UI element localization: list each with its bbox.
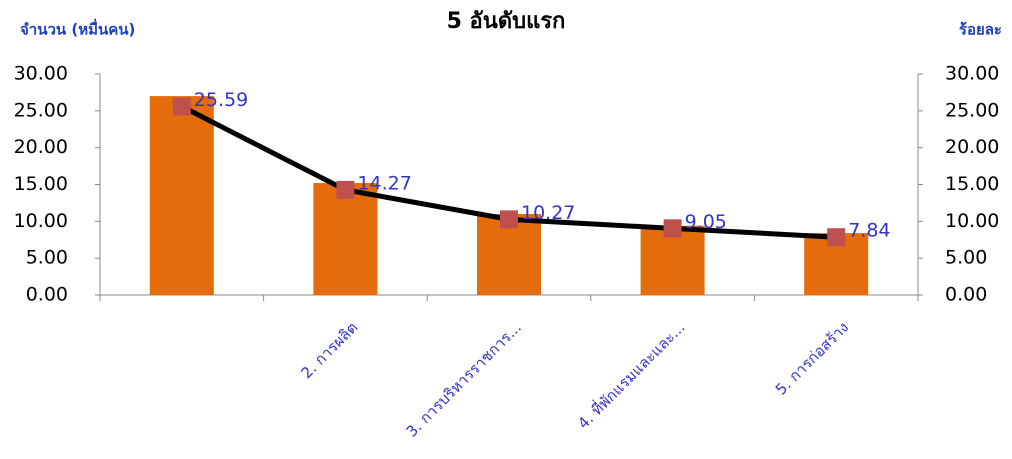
y-tick-label: 15.00 [14, 173, 68, 195]
data-label: 7.84 [848, 220, 890, 242]
y-tick-label: 5.00 [26, 247, 68, 269]
y-axis-title: จำนวน (หมื่นคน) [20, 19, 135, 39]
x-tick-label: 4. ที่พักแรมและและ... [573, 317, 689, 433]
y-tick-label: 10.00 [14, 210, 68, 232]
x-tick-label: 2. การผลิต [298, 318, 362, 382]
y2-tick-label: 25.00 [945, 99, 999, 121]
marker [172, 97, 191, 116]
data-label: 10.27 [521, 202, 575, 224]
bar [149, 96, 214, 295]
y-tick-label: 20.00 [14, 136, 68, 158]
x-tick-label: 5. การก่อสร้าง [772, 318, 852, 398]
y2-tick-label: 30.00 [945, 63, 999, 85]
y2-axis-title: ร้อยละ [959, 21, 1002, 39]
y2-tick-label: 15.00 [945, 173, 999, 195]
y-tick-label: 25.00 [14, 99, 68, 121]
data-label: 9.05 [685, 211, 727, 233]
marker [827, 228, 846, 247]
marker [500, 210, 518, 229]
y2-tick-label: 20.00 [945, 136, 999, 158]
chart-title: 5 อันดับแรก [447, 9, 566, 34]
marker [663, 219, 682, 238]
data-label: 25.59 [194, 89, 248, 111]
marker [336, 180, 355, 199]
x-tick-label: 3. การบริหารราชการ... [403, 318, 525, 440]
data-label: 14.27 [357, 172, 411, 194]
bar [313, 183, 378, 295]
y2-tick-label: 10.00 [945, 210, 999, 232]
y-tick-label: 30.00 [14, 63, 68, 85]
y-tick-label: 0.00 [26, 284, 68, 306]
y2-tick-label: 0.00 [945, 284, 987, 306]
y2-tick-label: 5.00 [945, 247, 987, 269]
